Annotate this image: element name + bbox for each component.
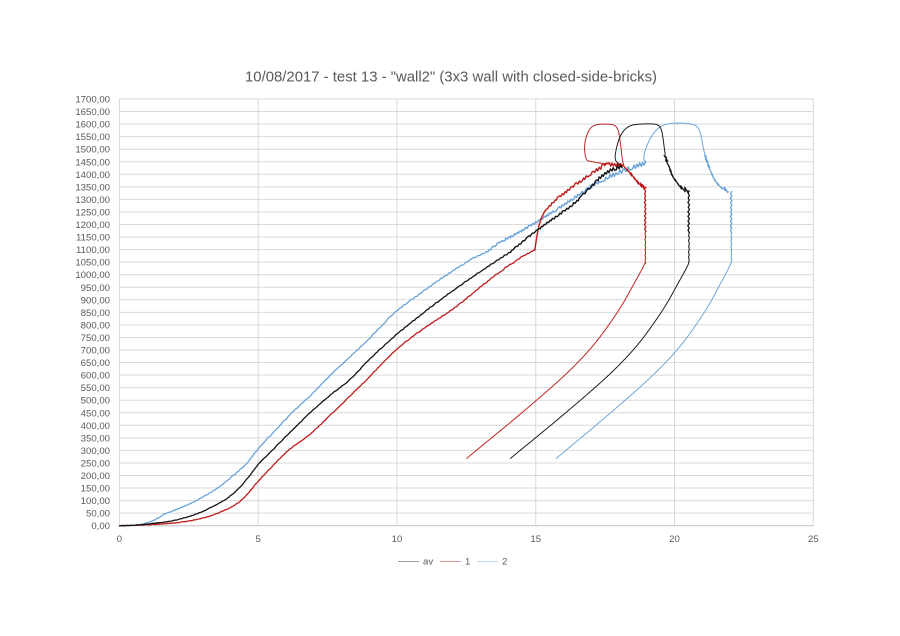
svg-text:950,00: 950,00 xyxy=(81,283,110,294)
svg-text:0: 0 xyxy=(117,534,122,545)
svg-text:1500,00: 1500,00 xyxy=(75,145,110,156)
svg-text:1300,00: 1300,00 xyxy=(75,195,110,206)
svg-text:15: 15 xyxy=(530,534,541,545)
svg-text:2: 2 xyxy=(502,557,507,568)
svg-text:10/08/2017 - test 13 - "wall2": 10/08/2017 - test 13 - "wall2" (3x3 wall… xyxy=(245,70,657,86)
svg-text:50,00: 50,00 xyxy=(86,509,110,520)
svg-text:800,00: 800,00 xyxy=(81,320,110,331)
svg-text:1650,00: 1650,00 xyxy=(75,107,110,118)
svg-text:350,00: 350,00 xyxy=(81,433,110,444)
svg-text:750,00: 750,00 xyxy=(81,333,110,344)
svg-text:5: 5 xyxy=(256,534,261,545)
svg-text:650,00: 650,00 xyxy=(81,358,110,369)
svg-text:450,00: 450,00 xyxy=(81,408,110,419)
svg-text:150,00: 150,00 xyxy=(81,484,110,495)
svg-text:1000,00: 1000,00 xyxy=(75,270,110,281)
svg-text:1700,00: 1700,00 xyxy=(75,95,110,106)
svg-text:900,00: 900,00 xyxy=(81,295,110,306)
svg-text:25: 25 xyxy=(808,534,819,545)
svg-text:av: av xyxy=(423,557,433,568)
svg-text:500,00: 500,00 xyxy=(81,396,110,407)
svg-text:600,00: 600,00 xyxy=(81,371,110,382)
svg-text:400,00: 400,00 xyxy=(81,421,110,432)
svg-text:0,00: 0,00 xyxy=(91,521,110,532)
svg-text:1450,00: 1450,00 xyxy=(75,157,110,168)
svg-text:1100,00: 1100,00 xyxy=(76,245,110,256)
svg-text:250,00: 250,00 xyxy=(81,458,110,469)
svg-text:20: 20 xyxy=(669,534,680,545)
svg-text:1: 1 xyxy=(465,557,470,568)
svg-text:1350,00: 1350,00 xyxy=(75,182,110,193)
svg-text:1200,00: 1200,00 xyxy=(75,220,110,231)
svg-text:200,00: 200,00 xyxy=(81,471,110,482)
svg-text:1250,00: 1250,00 xyxy=(75,207,110,218)
svg-text:100,00: 100,00 xyxy=(81,496,110,507)
svg-text:1600,00: 1600,00 xyxy=(75,120,110,131)
svg-text:700,00: 700,00 xyxy=(81,346,110,357)
svg-text:850,00: 850,00 xyxy=(81,308,110,319)
svg-text:1150,00: 1150,00 xyxy=(76,233,110,244)
svg-text:300,00: 300,00 xyxy=(81,446,110,457)
svg-text:10: 10 xyxy=(392,534,403,545)
svg-text:1050,00: 1050,00 xyxy=(75,258,110,269)
svg-text:1400,00: 1400,00 xyxy=(75,170,110,181)
svg-text:550,00: 550,00 xyxy=(81,383,110,394)
svg-text:1550,00: 1550,00 xyxy=(75,132,110,143)
